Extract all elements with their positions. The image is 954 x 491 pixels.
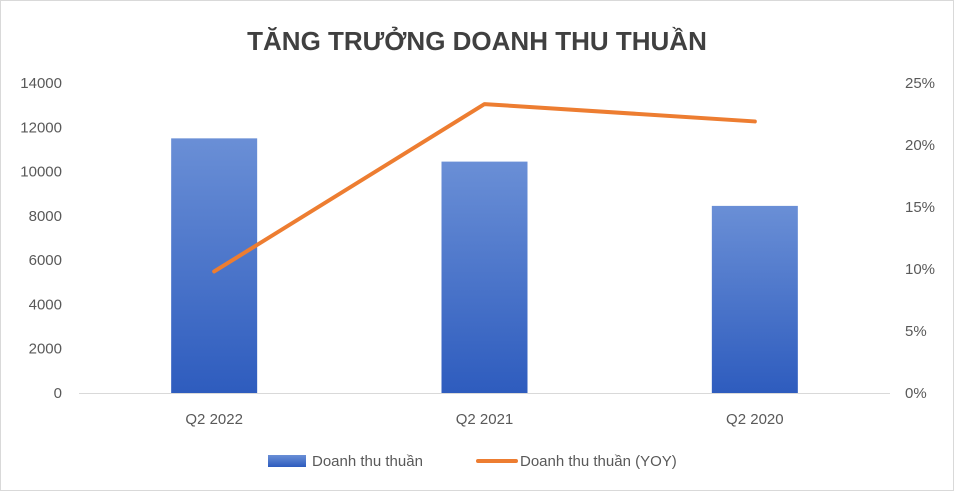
y-right-tick-label: 15%: [905, 199, 935, 216]
y-left-tick-label: 12000: [20, 119, 62, 136]
revenue-bar: [441, 161, 528, 393]
y-left-tick-label: 0: [54, 385, 62, 402]
y-left-tick-label: 14000: [20, 75, 62, 92]
y-left-tick-label: 4000: [29, 296, 62, 313]
legend-item-revenue: Doanh thu thuần: [268, 453, 423, 470]
y-right-tick-label: 25%: [905, 75, 935, 92]
yoy-line: [212, 102, 757, 274]
plot-area: 0 2000 4000 6000 8000 10000 12000 14000 0% 5% 10% 1…: [20, 75, 935, 428]
y-left-tick-label: 8000: [29, 208, 62, 225]
legend-label: Doanh thu thuần: [312, 453, 423, 470]
legend-label: Doanh thu thuần (YOY): [520, 453, 677, 470]
y-right-tick-label: 10%: [905, 261, 935, 278]
y-right-tick-label: 0%: [905, 385, 927, 402]
x-tick-label: Q2 2021: [456, 411, 514, 428]
revenue-bar: [171, 138, 258, 393]
chart-title: TĂNG TRƯỞNG DOANH THU THUẦN: [247, 25, 707, 56]
y-right-tick-label: 20%: [905, 137, 935, 154]
y-left-tick-label: 10000: [20, 164, 62, 181]
y-left-tick-label: 2000: [29, 341, 62, 358]
legend: Doanh thu thuần Doanh thu thuần (YOY): [268, 453, 677, 470]
y-left-tick-label: 6000: [29, 252, 62, 269]
y-right-tick-label: 5%: [905, 323, 927, 340]
legend-item-yoy: Doanh thu thuần (YOY): [476, 453, 677, 470]
legend-swatch-bar: [268, 455, 306, 467]
x-tick-label: Q2 2020: [726, 411, 784, 428]
revenue-bar: [711, 205, 798, 393]
x-tick-label: Q2 2022: [185, 411, 243, 428]
